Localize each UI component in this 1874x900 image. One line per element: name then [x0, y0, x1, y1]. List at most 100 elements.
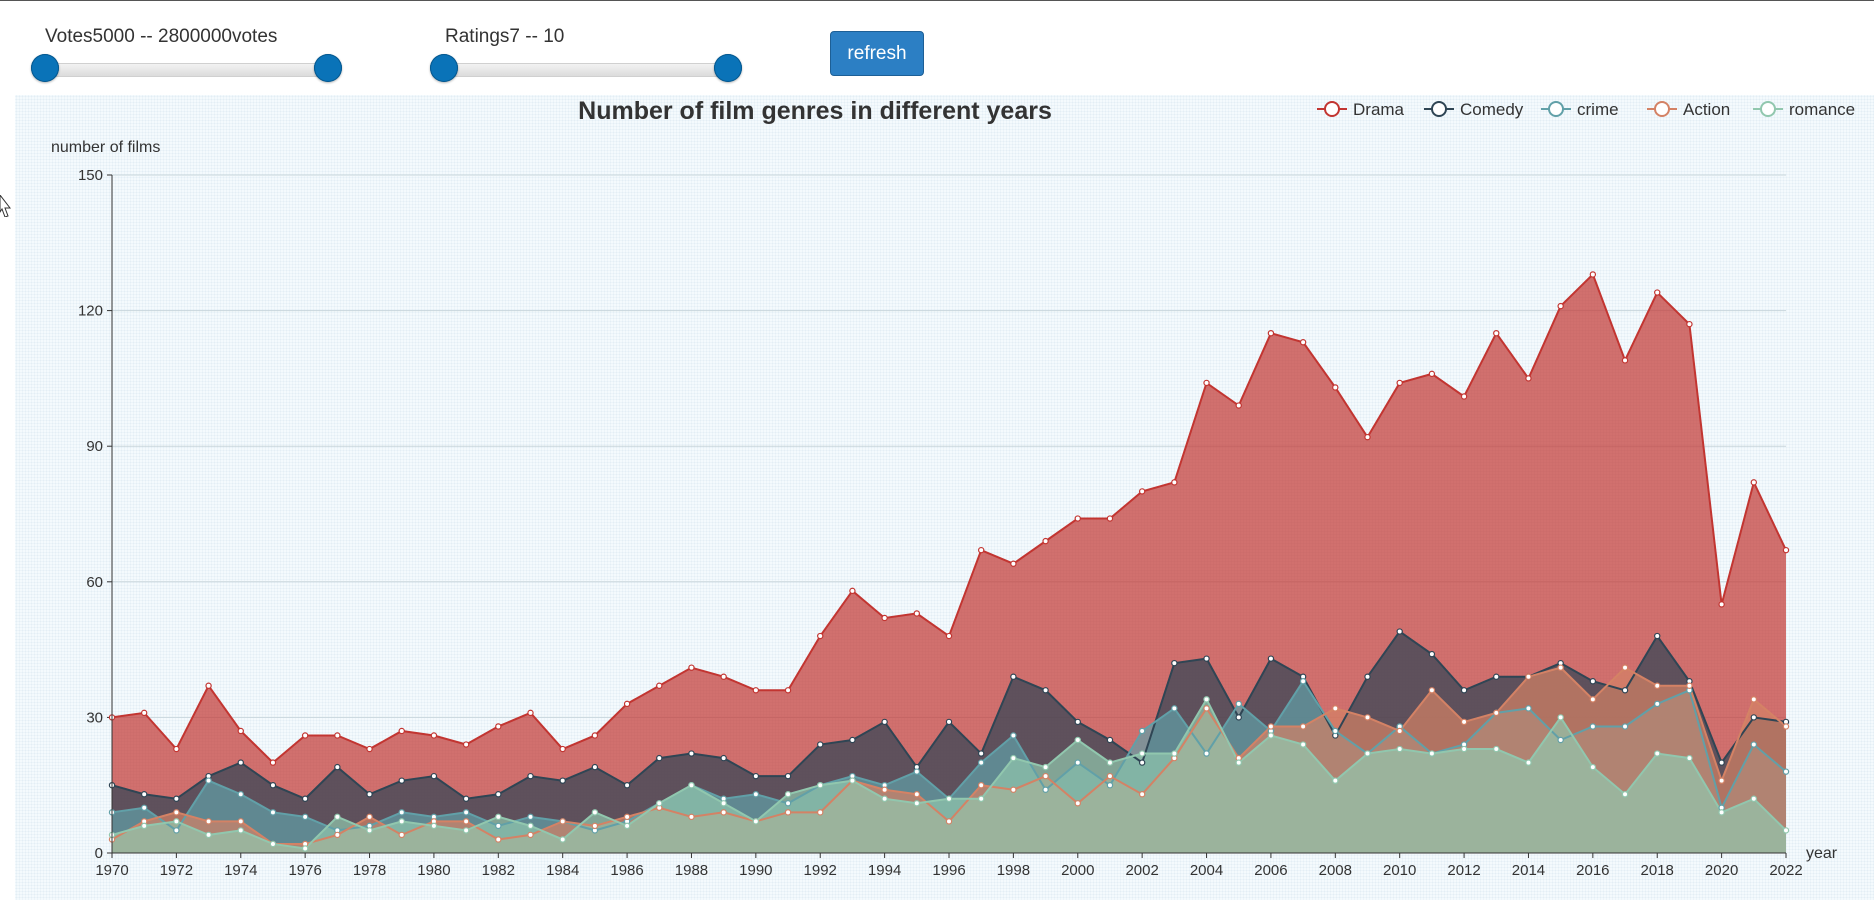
x-tick-label: 2018 — [1641, 862, 1674, 879]
data-point-romance — [913, 800, 921, 807]
data-point-romance — [301, 845, 309, 852]
data-point-action — [1074, 800, 1081, 807]
data-point-drama — [269, 759, 277, 766]
y-tick-label: 0 — [95, 845, 103, 862]
x-tick-label: 2012 — [1447, 862, 1480, 879]
data-point-drama — [1042, 537, 1049, 545]
data-point-crime — [398, 809, 405, 816]
data-point-drama — [1428, 370, 1436, 378]
data-point-action — [1332, 705, 1339, 712]
data-point-romance — [1396, 745, 1403, 753]
ratings-slider-max-handle[interactable] — [714, 54, 742, 82]
data-point-action — [559, 818, 566, 825]
data-point-drama — [881, 614, 888, 622]
data-point-comedy — [527, 772, 534, 780]
legend-label-romance: romance — [1789, 100, 1855, 119]
data-point-action — [1718, 777, 1725, 784]
data-point-drama — [784, 687, 792, 694]
votes-slider-min-handle[interactable] — [31, 54, 59, 82]
filter-controls: Votes5000 -- 2800000votes Ratings7 -- 10… — [0, 0, 1874, 95]
data-point-comedy — [623, 782, 631, 789]
data-point-drama — [1299, 339, 1307, 346]
x-tick-label: 1976 — [288, 862, 321, 879]
legend-marker-crime — [1548, 101, 1564, 117]
data-point-action — [784, 809, 792, 816]
x-tick-label: 2014 — [1512, 862, 1545, 879]
area-chart: 0 30 60 90 120 150 1970 1972 1974 1976 1978 1980 198… — [51, 97, 1855, 879]
data-point-romance — [1171, 750, 1178, 757]
data-point-romance — [1686, 754, 1693, 762]
mouse-pointer-icon — [0, 195, 12, 217]
data-point-crime — [1106, 782, 1114, 789]
legend-label-drama: Drama — [1353, 100, 1405, 119]
data-point-romance — [849, 777, 856, 784]
data-point-comedy — [334, 763, 341, 771]
data-point-action — [913, 791, 921, 798]
x-tick-label: 1972 — [160, 862, 193, 879]
data-point-comedy — [1654, 632, 1661, 640]
data-point-romance — [334, 813, 341, 821]
legend-label-comedy: Comedy — [1460, 100, 1524, 119]
data-point-drama — [1718, 601, 1725, 608]
data-point-comedy — [1589, 678, 1597, 685]
data-point-crime — [1589, 723, 1597, 730]
data-point-romance — [205, 831, 212, 839]
data-point-drama — [301, 732, 309, 739]
data-point-crime — [462, 809, 470, 816]
data-point-action — [591, 822, 599, 830]
data-point-romance — [1074, 736, 1081, 744]
data-point-drama — [462, 741, 470, 748]
data-point-drama — [1203, 379, 1210, 387]
data-point-crime — [269, 809, 277, 816]
data-point-comedy — [1010, 673, 1017, 680]
data-point-romance — [1138, 750, 1146, 757]
y-tick-label: 30 — [86, 709, 103, 726]
data-point-drama — [1493, 329, 1500, 337]
data-point-romance — [1557, 714, 1564, 721]
data-point-action — [237, 818, 244, 825]
data-point-crime — [301, 813, 309, 821]
data-point-drama — [1654, 289, 1661, 296]
x-tick-label: 2010 — [1383, 862, 1416, 879]
data-point-romance — [237, 827, 244, 834]
data-point-romance — [1267, 732, 1275, 739]
data-point-action — [1654, 682, 1661, 689]
data-point-drama — [1750, 479, 1758, 486]
votes-slider-track[interactable] — [44, 63, 330, 77]
data-point-romance — [977, 795, 985, 802]
data-point-drama — [1686, 320, 1693, 328]
data-point-action — [462, 818, 470, 825]
data-point-comedy — [1460, 687, 1468, 694]
data-point-action — [527, 831, 534, 839]
data-point-drama — [1106, 515, 1114, 522]
data-point-drama — [1460, 393, 1468, 400]
refresh-button[interactable]: refresh — [830, 31, 924, 76]
x-axis-title: year — [1806, 845, 1838, 862]
ratings-slider-track[interactable] — [444, 63, 730, 77]
data-point-romance — [1428, 750, 1436, 757]
data-point-action — [881, 786, 888, 793]
x-tick-label: 2008 — [1319, 862, 1352, 879]
data-point-drama — [237, 727, 244, 735]
data-point-comedy — [849, 736, 856, 744]
data-point-crime — [784, 800, 792, 807]
ratings-slider-min-handle[interactable] — [430, 54, 458, 82]
data-point-drama — [1235, 402, 1242, 409]
x-tick-label: 1974 — [224, 862, 257, 879]
data-point-comedy — [1235, 714, 1242, 721]
data-point-romance — [430, 822, 438, 830]
votes-slider-max-handle[interactable] — [314, 54, 342, 82]
data-point-crime — [977, 759, 985, 766]
data-point-crime — [173, 827, 180, 834]
data-point-crime — [1621, 723, 1629, 730]
data-point-crime — [1171, 705, 1178, 712]
data-point-action — [1782, 723, 1790, 730]
data-point-action — [1525, 673, 1532, 680]
data-point-crime — [1138, 727, 1146, 735]
data-point-romance — [591, 809, 599, 816]
data-point-drama — [398, 727, 405, 735]
data-point-action — [1010, 786, 1017, 793]
x-tick-label: 2002 — [1125, 862, 1158, 879]
data-point-drama — [913, 610, 921, 617]
data-point-action — [1042, 772, 1049, 780]
